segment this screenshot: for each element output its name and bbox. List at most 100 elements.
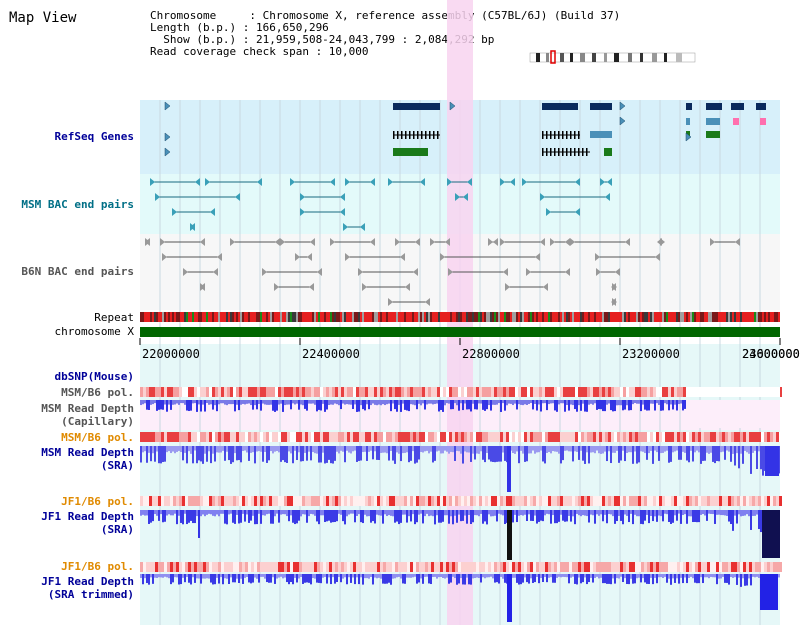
jf1-trim-depth-bar [258, 574, 260, 583]
msm-sra-depth-bar [202, 446, 204, 464]
msm-cap-depth-bar [438, 400, 440, 412]
msm-sra-depth-bar [176, 446, 178, 452]
msm-sra-depth-bar [314, 446, 316, 454]
jf1-pol-cell [179, 496, 182, 506]
jf1-trim-depth-bar [644, 574, 646, 583]
msm-pol2-cell [641, 432, 644, 442]
jf1-pol2-cell [383, 562, 386, 572]
jf1-trim-depth-bar [564, 574, 566, 578]
jf1-sra-depth-bar [706, 510, 708, 521]
jf1-trim-depth-bar [580, 574, 582, 584]
repeat-segment [268, 312, 270, 322]
jf1-pol2-cell [209, 562, 212, 572]
jf1-sra-depth-bar [504, 510, 506, 525]
jf1-sra-depth-bar [632, 510, 634, 525]
msm-pol-cell [539, 387, 542, 397]
jf1-trim-depth-bar [702, 574, 704, 584]
msm-cap-depth-bar [416, 400, 418, 410]
repeat-segment [526, 312, 528, 322]
jf1-pol-cell [578, 496, 581, 506]
jf1-pol2-cell [557, 562, 560, 572]
jf1-pol-cell [287, 496, 290, 506]
jf1-trim-depth-bar [684, 574, 686, 578]
msm-pol2-cell [773, 432, 776, 442]
msm-pol2-cell [485, 432, 488, 442]
msm-pol-cell [512, 387, 515, 397]
repeat-segment [586, 312, 588, 322]
jf1-sra-depth-bar [580, 510, 582, 517]
msm-sra-depth-bar [500, 446, 502, 462]
jf1-sra-depth-bar [660, 510, 662, 517]
msm-sra-depth-bar [678, 446, 680, 460]
msm-pol-cell [635, 387, 638, 397]
jf1-sra-depth-bar [260, 510, 262, 524]
jf1-pol2-cell [323, 562, 326, 572]
jf1-pol2-cell [653, 562, 656, 572]
refseq-exon [405, 131, 407, 139]
repeat-segment [412, 312, 414, 322]
repeat-segment [216, 312, 218, 322]
jf1-trim-depth-bar [712, 574, 714, 578]
msm-pol-cell [347, 387, 350, 397]
jf1-sra-depth-bar [760, 510, 762, 533]
jf1-trim-depth-bar [438, 574, 440, 578]
jf1-sra-depth-bar [484, 510, 486, 522]
repeat-segment [242, 312, 244, 322]
msm-sra-depth-bar [532, 446, 534, 451]
jf1-sra-depth-bar [546, 510, 548, 514]
jf1-pol-cell [164, 496, 167, 506]
msm-pol-cell [515, 387, 518, 397]
msm-sra-depth-bar [152, 446, 154, 454]
msm-bac-end [546, 208, 551, 216]
jf1-trim-depth-bar [192, 574, 194, 578]
jf1-trim-depth-bar-spike [507, 574, 512, 622]
jf1-pol-cell [335, 496, 338, 506]
repeat-segment [556, 312, 558, 322]
msm-cap-depth-bar [286, 400, 288, 405]
jf1-trim-depth-bar [716, 574, 718, 585]
msm-sra-depth-bar [374, 446, 376, 452]
jf1-sra-depth-bar [384, 510, 386, 515]
msm-pol2-cell [230, 432, 233, 442]
jf1-sra-depth-bar [304, 510, 306, 515]
msm-cap-depth-bar [224, 400, 226, 405]
jf1-sra-depth-bar [368, 510, 370, 517]
msm-bac-end [500, 178, 505, 186]
repeat-segment [262, 312, 264, 322]
jf1-trim-depth-bar [366, 574, 368, 579]
jf1-pol-cell [431, 496, 434, 506]
repeat-segment [706, 312, 708, 322]
jf1-pol2-cell [332, 562, 335, 572]
jf1-sra-depth-bar [612, 510, 614, 517]
jf1-pol-cell [521, 496, 524, 506]
msm-pol2-cell [353, 432, 356, 442]
msm-cap-depth-bar [232, 400, 234, 405]
msm-pol-cell [551, 387, 554, 397]
repeat-segment [228, 312, 230, 322]
jf1-pol-cell [383, 496, 386, 506]
repeat-segment [432, 312, 434, 322]
jf1-trim-depth-bar [290, 574, 292, 582]
msm-pol2-cell [584, 432, 587, 442]
msm-pol2-cell [167, 432, 170, 442]
msm-cap-depth-bar [636, 400, 638, 404]
jf1-trim-depth-bar [714, 574, 716, 578]
jf1-pol2-cell [254, 562, 257, 572]
repeat-segment [762, 312, 764, 322]
jf1-sra-depth-bar [714, 510, 716, 524]
refseq-exon [546, 148, 548, 156]
msm-cap-depth-bar [578, 400, 580, 406]
jf1-sra-depth-bar [286, 510, 288, 517]
jf1-trim-depth-bar [584, 574, 586, 578]
msm-pol-cell [320, 387, 323, 397]
jf1-pol2-cell [365, 562, 368, 572]
jf1-trim-depth-bar [246, 574, 248, 578]
jf1-pol-cell [290, 496, 293, 506]
b6n-bac-end [262, 268, 267, 276]
jf1-trim-depth-bar [618, 574, 620, 579]
jf1-sra-depth-bar [636, 510, 638, 517]
msm-pol-cell [350, 387, 353, 397]
msm-sra-depth-bar [386, 446, 388, 454]
jf1-trim-depth-bar [466, 574, 468, 578]
